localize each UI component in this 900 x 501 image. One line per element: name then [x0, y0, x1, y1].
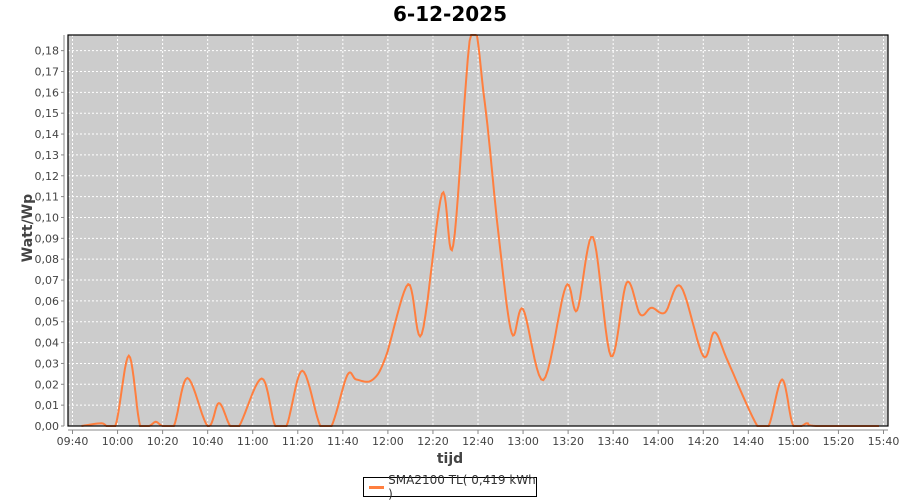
y-tick-label: 0,15 [35, 107, 60, 120]
x-tick-label: 15:40 [868, 435, 900, 448]
x-tick-label: 09:40 [57, 435, 89, 448]
y-tick-label: 0,14 [35, 128, 60, 141]
x-tick-label: 10:20 [147, 435, 179, 448]
chart-title: 6-12-2025 [392, 2, 507, 26]
y-tick-label: 0,07 [35, 274, 60, 287]
y-tick-label: 0,04 [35, 337, 60, 350]
y-tick-label: 0,01 [35, 399, 60, 412]
y-tick-label: 0,13 [35, 149, 60, 162]
x-tick-label: 11:40 [327, 435, 359, 448]
legend-swatch [369, 485, 385, 489]
y-tick-label: 0,05 [35, 316, 60, 329]
y-tick-label: 0,18 [35, 45, 60, 58]
x-tick-label: 13:20 [552, 435, 584, 448]
x-tick-label: 14:40 [732, 435, 764, 448]
x-axis-label: tijd [436, 451, 464, 467]
series-line-sma2100 [81, 34, 879, 427]
y-tick-label: 0,11 [35, 191, 60, 204]
y-tick-label: 0,08 [35, 253, 60, 266]
x-tick-label: 14:20 [687, 435, 719, 448]
x-tick-label: 12:20 [417, 435, 449, 448]
x-tick-label: 11:20 [282, 435, 314, 448]
y-tick-label: 0,02 [35, 378, 60, 391]
y-tick-label: 0,00 [35, 420, 60, 433]
y-tick-label: 0,09 [35, 232, 60, 245]
x-tick-label: 10:40 [192, 435, 224, 448]
legend: SMA2100 TL( 0,419 kWh ) [363, 473, 537, 501]
x-tick-label: 12:40 [462, 435, 494, 448]
x-tick-label: 15:00 [778, 435, 810, 448]
x-tick-label: 12:00 [372, 435, 404, 448]
x-tick-label: 15:20 [823, 435, 855, 448]
y-tick-label: 0,16 [35, 86, 60, 99]
plot-border [67, 34, 889, 427]
x-tick-label: 10:00 [102, 435, 134, 448]
x-tick-label: 13:40 [597, 435, 629, 448]
y-tick-label: 0,12 [35, 170, 60, 183]
y-tick-label: 0,10 [35, 211, 60, 224]
legend-label: SMA2100 TL( 0,419 kWh ) [388, 473, 536, 501]
y-tick-label: 0,06 [35, 295, 60, 308]
y-tick-label: 0,17 [35, 65, 60, 78]
x-tick-label: 11:00 [237, 435, 269, 448]
y-tick-label: 0,03 [35, 357, 60, 370]
x-tick-label: 13:00 [507, 435, 539, 448]
x-tick-label: 14:00 [642, 435, 674, 448]
